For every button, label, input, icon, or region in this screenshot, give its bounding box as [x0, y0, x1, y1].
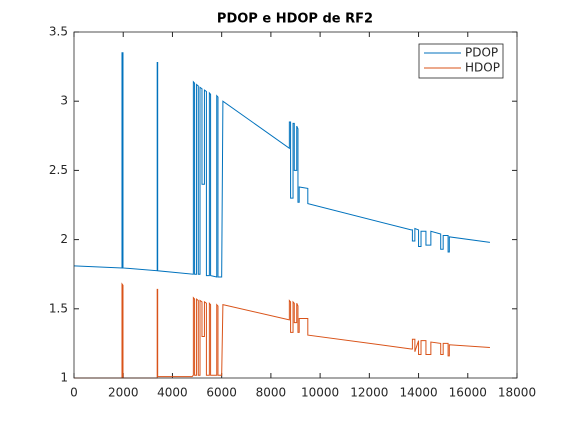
y-tick-label: 1: [60, 371, 68, 385]
y-tick-label: 3.5: [49, 25, 68, 39]
chart-title: PDOP e HDOP de RF2: [217, 12, 373, 27]
x-tick-label: 14000: [399, 386, 437, 400]
x-tick-label: 10000: [301, 386, 339, 400]
x-tick-label: 6000: [206, 386, 237, 400]
y-tick-label: 2.5: [49, 163, 68, 177]
y-tick-label: 2: [60, 232, 68, 246]
x-tick-label: 12000: [350, 386, 388, 400]
line-series: [74, 282, 490, 379]
x-tick-label: 2000: [108, 386, 139, 400]
line-series: [73, 52, 490, 278]
x-tick-label: 18000: [498, 386, 536, 400]
x-tick-label: 4000: [157, 386, 188, 400]
y-tick-label: 3: [60, 94, 68, 108]
x-tick-label: 16000: [449, 386, 487, 400]
axes-box: [73, 31, 518, 379]
y-tick-label: 1.5: [49, 301, 68, 315]
x-tick-label: 0: [70, 386, 78, 400]
legend-label: HDOP: [465, 61, 500, 75]
legend-box: [418, 43, 504, 79]
legend-label: PDOP: [465, 46, 498, 60]
x-tick-label: 8000: [256, 386, 287, 400]
